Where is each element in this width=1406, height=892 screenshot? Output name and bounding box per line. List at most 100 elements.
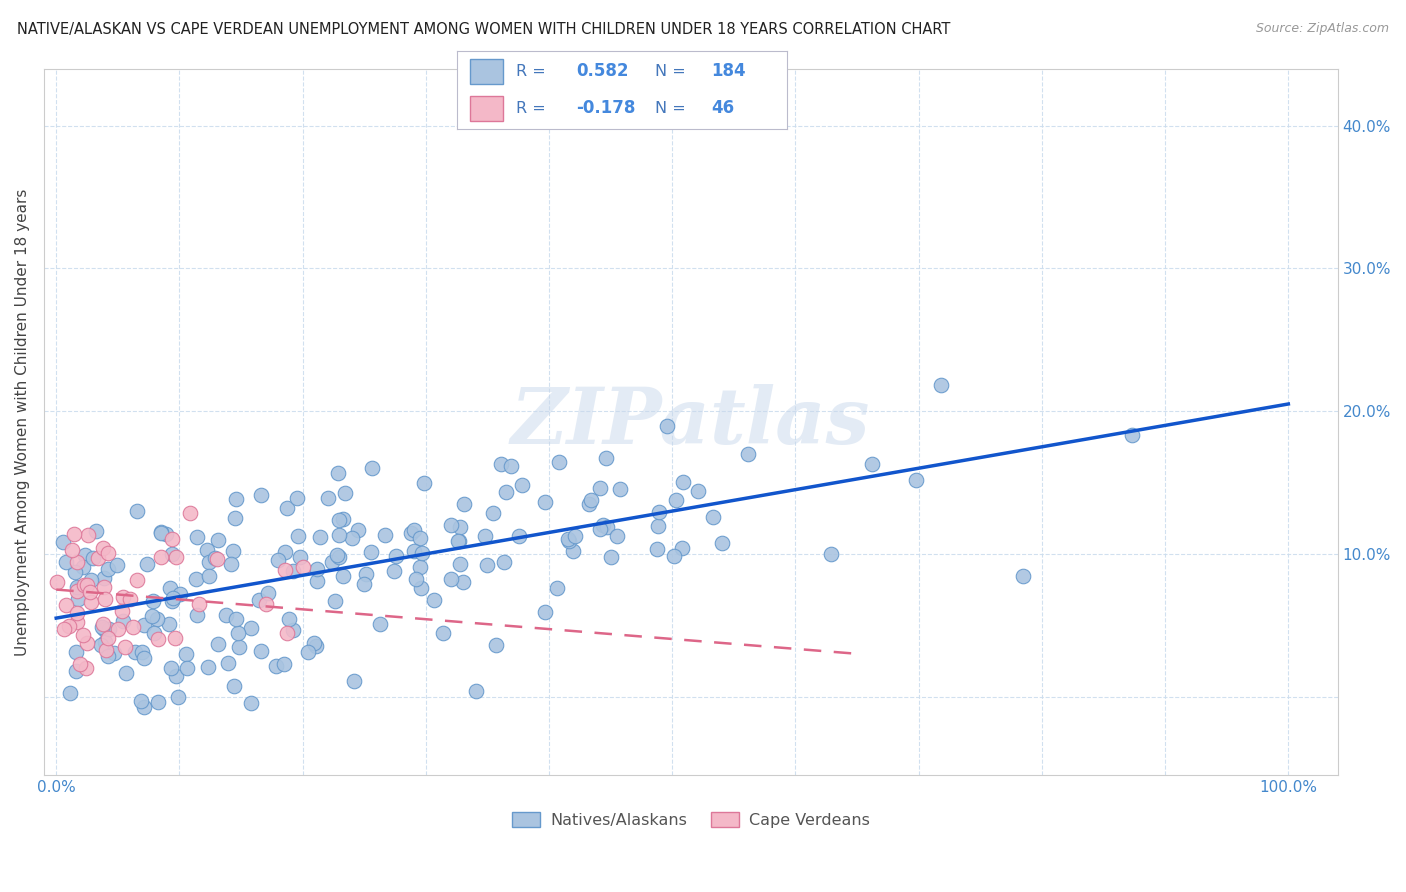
Point bbox=[592, 518, 614, 533]
Point bbox=[225, 612, 247, 626]
Point bbox=[929, 378, 952, 392]
Point bbox=[66, 606, 89, 620]
Point bbox=[146, 632, 169, 646]
Point bbox=[159, 581, 181, 595]
Point bbox=[266, 553, 288, 567]
Text: 46: 46 bbox=[711, 99, 734, 117]
Point bbox=[103, 646, 125, 660]
Point bbox=[321, 555, 343, 569]
Point bbox=[297, 645, 319, 659]
Point bbox=[447, 533, 470, 548]
Point bbox=[382, 565, 405, 579]
Point bbox=[195, 542, 218, 557]
Point bbox=[204, 551, 226, 566]
Point bbox=[131, 645, 153, 659]
Point bbox=[55, 555, 77, 569]
Point bbox=[70, 580, 93, 594]
Point bbox=[672, 475, 695, 489]
Point bbox=[97, 546, 120, 560]
Point bbox=[432, 625, 454, 640]
Point bbox=[98, 623, 121, 637]
Point bbox=[165, 550, 187, 565]
Point bbox=[162, 594, 184, 608]
Text: R =: R = bbox=[516, 101, 551, 116]
Text: N =: N = bbox=[655, 101, 692, 116]
Point bbox=[328, 513, 350, 527]
Point bbox=[702, 509, 724, 524]
Point bbox=[66, 615, 89, 629]
Point bbox=[404, 543, 426, 558]
Point bbox=[820, 548, 842, 562]
Point bbox=[278, 612, 301, 626]
Point bbox=[226, 625, 249, 640]
Point bbox=[489, 457, 512, 471]
Point bbox=[63, 565, 86, 579]
Point bbox=[97, 631, 120, 645]
Point bbox=[449, 520, 471, 534]
Point bbox=[82, 550, 104, 565]
Text: ZIPatlas: ZIPatlas bbox=[510, 384, 870, 460]
Point bbox=[589, 481, 612, 495]
Point bbox=[495, 484, 517, 499]
Point bbox=[276, 625, 298, 640]
Point bbox=[186, 608, 208, 623]
Point bbox=[93, 572, 115, 586]
Point bbox=[305, 574, 328, 589]
Point bbox=[283, 564, 305, 578]
Point bbox=[120, 591, 142, 606]
Point bbox=[186, 530, 208, 544]
Point bbox=[239, 696, 262, 710]
Point bbox=[80, 595, 103, 609]
Y-axis label: Unemployment Among Women with Children Under 18 years: Unemployment Among Women with Children U… bbox=[15, 188, 30, 656]
Point bbox=[69, 657, 91, 672]
Point bbox=[273, 657, 295, 671]
Point bbox=[145, 612, 167, 626]
Point bbox=[711, 536, 734, 550]
Point bbox=[423, 592, 446, 607]
Point bbox=[485, 638, 508, 652]
Point bbox=[600, 549, 623, 564]
Point bbox=[114, 640, 136, 654]
Point bbox=[399, 526, 422, 541]
Point bbox=[93, 617, 115, 632]
Point bbox=[274, 545, 297, 559]
Point bbox=[169, 587, 191, 601]
Point bbox=[688, 484, 710, 499]
Point bbox=[409, 560, 432, 574]
Point bbox=[222, 544, 245, 558]
Text: 0.582: 0.582 bbox=[576, 62, 628, 80]
Point bbox=[264, 659, 287, 673]
Point bbox=[1011, 568, 1033, 582]
Point bbox=[84, 524, 107, 538]
Point bbox=[90, 620, 112, 634]
Point bbox=[207, 637, 229, 651]
Point bbox=[94, 643, 117, 657]
Point bbox=[94, 634, 117, 648]
Point bbox=[219, 558, 242, 572]
Point bbox=[291, 559, 314, 574]
Point bbox=[325, 548, 347, 562]
Point bbox=[228, 640, 250, 654]
Point bbox=[302, 636, 325, 650]
Point bbox=[73, 548, 96, 562]
Point bbox=[609, 482, 631, 496]
Point bbox=[66, 580, 89, 594]
Point bbox=[285, 491, 308, 506]
Point bbox=[122, 620, 145, 634]
Point bbox=[474, 529, 496, 543]
Point bbox=[107, 622, 129, 636]
Text: N =: N = bbox=[655, 63, 692, 78]
Point bbox=[225, 492, 247, 507]
Point bbox=[160, 532, 183, 546]
Point bbox=[254, 597, 277, 611]
Point bbox=[368, 617, 391, 632]
Point bbox=[160, 547, 183, 561]
Point bbox=[60, 543, 83, 558]
Point bbox=[91, 541, 114, 555]
Point bbox=[408, 531, 430, 545]
Text: NATIVE/ALASKAN VS CAPE VERDEAN UNEMPLOYMENT AMONG WOMEN WITH CHILDREN UNDER 18 Y: NATIVE/ALASKAN VS CAPE VERDEAN UNEMPLOYM… bbox=[17, 22, 950, 37]
Point bbox=[309, 530, 332, 544]
Point bbox=[413, 476, 436, 491]
Point bbox=[361, 461, 384, 475]
Point bbox=[66, 583, 89, 598]
